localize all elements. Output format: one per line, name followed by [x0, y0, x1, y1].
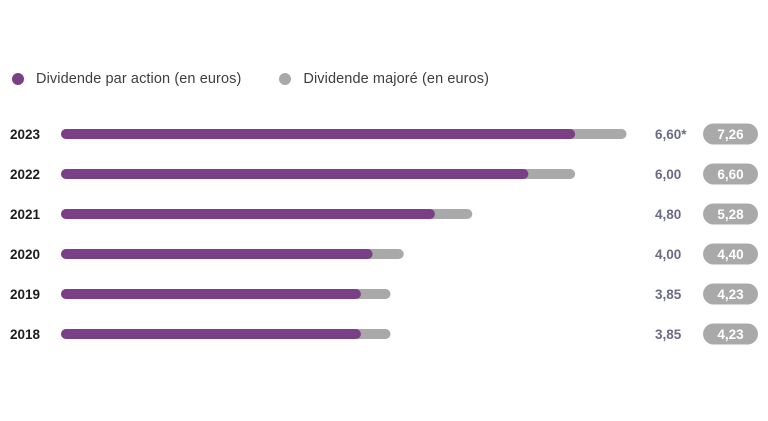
year-label-2021: 2021: [10, 207, 41, 222]
value-label-majore-2018: 4,23: [717, 327, 744, 342]
year-label-2020: 2020: [10, 247, 40, 262]
year-label-2018: 2018: [10, 327, 41, 342]
bar-dividend-2023: [61, 129, 576, 139]
bar-dividend-2020: [61, 249, 373, 259]
bar-dividend-2022: [61, 169, 529, 179]
bar-dividend-2021: [61, 209, 435, 219]
badge-majore-2023: [703, 123, 758, 145]
value-label-dividend-2018: 3,85: [655, 327, 682, 342]
value-label-majore-2023: 7,26: [717, 127, 744, 142]
legend-dot-dividend: [12, 73, 24, 85]
badge-majore-2020: [703, 243, 758, 265]
value-label-majore-2021: 5,28: [717, 207, 744, 222]
value-label-dividend-2022: 6,00: [655, 167, 681, 182]
badge-majore-2022: [703, 163, 758, 185]
legend-item-majore: Dividende majoré (en euros): [279, 71, 489, 87]
value-label-dividend-2020: 4,00: [655, 247, 681, 262]
legend-dot-majore: [279, 73, 292, 85]
value-label-majore-2020: 4,40: [717, 247, 743, 262]
value-label-dividend-2019: 3,85: [655, 287, 682, 302]
badge-majore-2021: [703, 203, 758, 225]
year-label-2019: 2019: [10, 287, 40, 302]
badge-majore-2018: [703, 323, 758, 345]
legend-item-dividend: Dividende par action (en euros): [12, 71, 241, 87]
legend-label-majore: Dividende majoré (en euros): [303, 71, 490, 87]
year-label-2022: 2022: [10, 167, 40, 182]
year-label-2023: 2023: [10, 127, 41, 142]
bar-dividend-2019: [61, 289, 361, 299]
chart-legend: Dividende par action (en euros) Dividend…: [12, 71, 527, 87]
legend-label-dividend: Dividende par action (en euros): [36, 71, 242, 87]
value-label-dividend-2023: 6,60*: [655, 127, 687, 142]
bar-dividend-2018: [61, 329, 361, 339]
value-label-dividend-2021: 4,80: [655, 207, 681, 222]
value-label-majore-2019: 4,23: [717, 287, 744, 302]
badge-majore-2019: [703, 283, 758, 305]
value-label-majore-2022: 6,60: [717, 167, 743, 182]
